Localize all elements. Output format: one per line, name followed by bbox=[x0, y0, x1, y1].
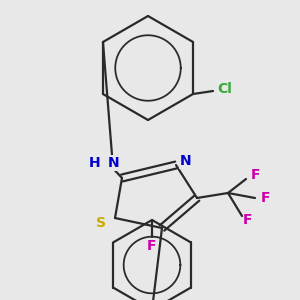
Text: Cl: Cl bbox=[218, 82, 232, 96]
Text: N: N bbox=[108, 156, 120, 170]
Text: F: F bbox=[147, 239, 157, 253]
Text: H: H bbox=[88, 156, 100, 170]
Text: S: S bbox=[96, 216, 106, 230]
Text: F: F bbox=[260, 191, 270, 205]
Text: N: N bbox=[180, 154, 192, 168]
Text: F: F bbox=[250, 168, 260, 182]
Text: F: F bbox=[243, 213, 253, 227]
